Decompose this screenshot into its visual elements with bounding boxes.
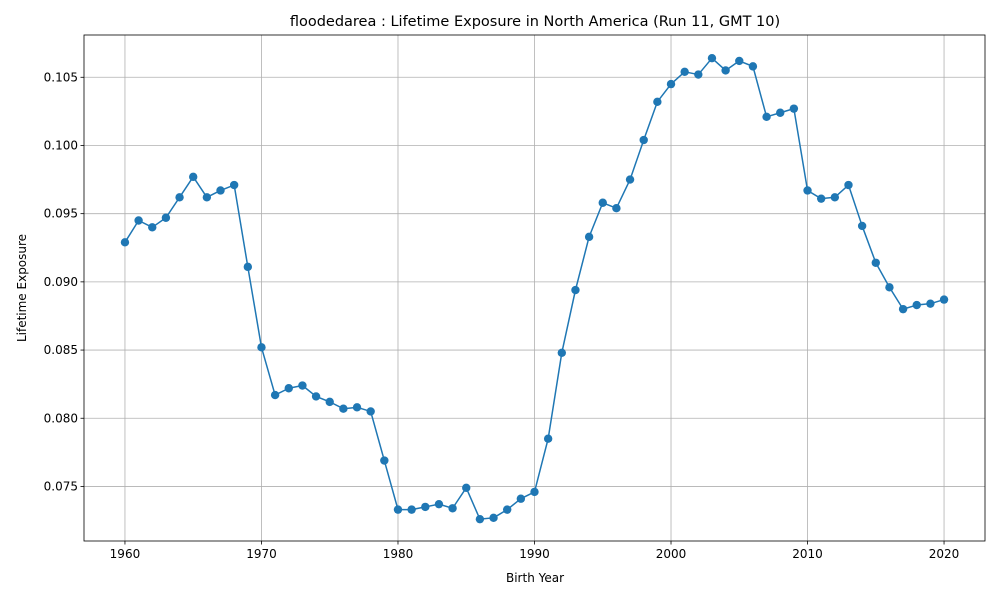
data-point <box>352 403 362 412</box>
y-tick-label: 0.080 <box>44 411 78 425</box>
data-point <box>175 193 184 202</box>
x-tick-label: 1980 <box>383 547 414 561</box>
data-point <box>202 193 212 202</box>
data-point <box>694 70 703 79</box>
data-point <box>857 221 867 231</box>
data-point <box>407 505 416 514</box>
data-point <box>803 186 812 195</box>
data-point <box>393 505 403 514</box>
data-point <box>571 285 580 295</box>
data-point <box>257 343 266 352</box>
data-point <box>762 112 771 122</box>
x-axis: 1960 1970 1980 1990 2000 2010 2020 <box>110 541 960 561</box>
x-tick-label: 1990 <box>519 547 550 561</box>
data-point <box>148 223 157 232</box>
data-point <box>189 172 198 182</box>
data-point <box>830 193 840 202</box>
data-point <box>229 180 239 190</box>
data-point <box>939 295 949 304</box>
data-point <box>926 299 935 308</box>
data-point <box>653 97 662 107</box>
y-tick-label: 0.075 <box>44 479 78 493</box>
data-point <box>557 348 567 357</box>
data-point <box>243 262 253 272</box>
y-tick-label: 0.100 <box>44 138 78 152</box>
data-point <box>462 483 471 493</box>
x-tick-label: 1970 <box>246 547 277 561</box>
data-point <box>625 175 635 184</box>
data-point <box>844 180 853 190</box>
y-axis-label: Lifetime Exposure <box>15 234 29 342</box>
data-point <box>721 66 730 75</box>
data-point <box>298 381 307 390</box>
data-point <box>707 53 717 63</box>
data-point <box>339 404 348 413</box>
data-point <box>735 56 744 66</box>
x-tick-label: 2020 <box>929 547 960 561</box>
data-point <box>421 502 430 512</box>
data-point <box>598 198 607 207</box>
data-point <box>120 238 130 247</box>
data-point <box>448 504 457 513</box>
grid <box>84 35 985 541</box>
data-point <box>311 392 321 401</box>
data-point <box>489 513 498 523</box>
data-point <box>748 62 758 71</box>
data-point <box>380 456 389 465</box>
data-point <box>885 283 894 292</box>
y-tick-label: 0.105 <box>44 70 78 84</box>
data-point <box>680 67 689 77</box>
data-point <box>366 407 375 416</box>
data-point <box>216 186 225 195</box>
data-point <box>666 79 676 89</box>
data-point <box>161 213 171 222</box>
data-point <box>270 390 280 400</box>
data-point <box>284 384 293 393</box>
data-point <box>475 514 485 524</box>
data-point <box>502 505 512 514</box>
data-point <box>898 304 908 314</box>
x-axis-label: Birth Year <box>506 571 564 585</box>
markers-layer <box>120 53 949 524</box>
y-tick-label: 0.090 <box>44 275 78 289</box>
data-point <box>434 499 444 509</box>
data-point <box>816 194 826 203</box>
y-tick-label: 0.085 <box>44 343 78 357</box>
data-point <box>871 258 880 267</box>
data-point <box>776 108 785 117</box>
x-tick-label: 2010 <box>792 547 823 561</box>
y-axis: 0.075 0.080 0.085 0.090 0.095 0.100 0.105 <box>44 70 84 493</box>
data-point <box>639 135 648 145</box>
data-point <box>612 204 621 213</box>
x-tick-label: 1960 <box>110 547 141 561</box>
data-point <box>325 397 334 407</box>
data-point <box>789 104 799 113</box>
data-point <box>516 494 526 503</box>
chart-title: floodedarea : Lifetime Exposure in North… <box>290 14 780 30</box>
data-point <box>584 232 594 242</box>
data-point <box>134 216 143 225</box>
y-tick-label: 0.095 <box>44 207 78 221</box>
data-point <box>530 487 539 497</box>
data-point <box>912 300 921 310</box>
data-point <box>543 434 553 443</box>
x-tick-label: 2000 <box>656 547 687 561</box>
